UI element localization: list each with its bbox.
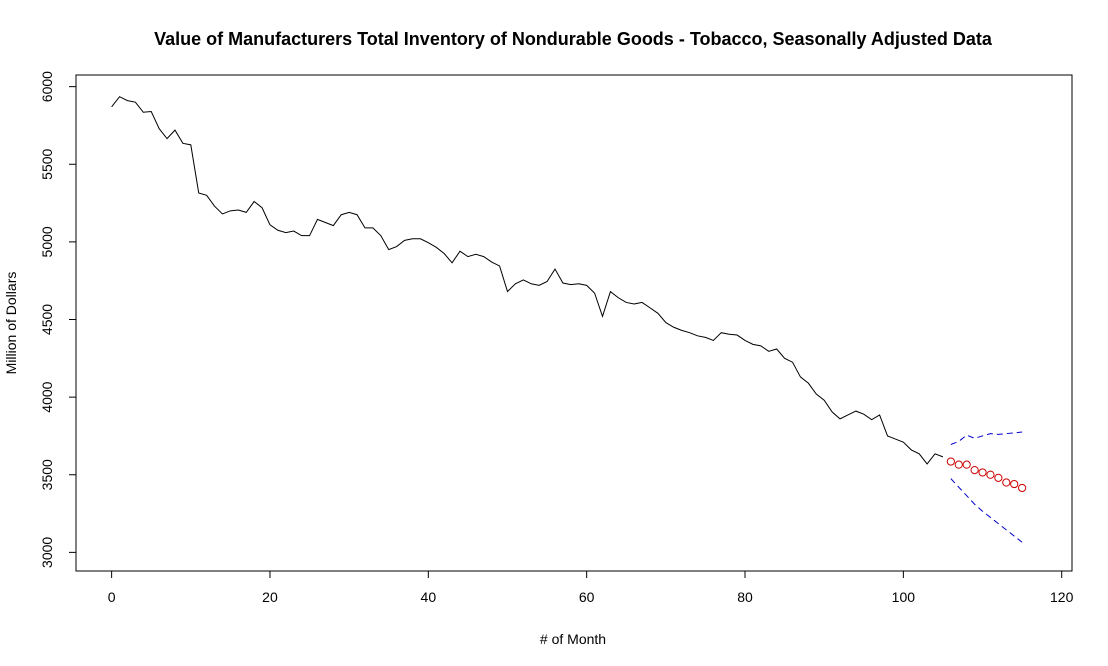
plot-area <box>111 96 1027 543</box>
forecast-point <box>1010 479 1019 489</box>
y-axis: 3000 3500 4000 4500 5000 5500 6000 <box>39 71 77 568</box>
y-tick-label: 5000 <box>39 226 55 257</box>
y-tick-label: 3500 <box>39 459 55 490</box>
forecast-point <box>1018 483 1027 493</box>
series-upper-bound-line <box>950 431 1023 445</box>
y-tick-label: 3000 <box>39 537 55 568</box>
forecast-point <box>994 473 1003 482</box>
x-tick-label: 40 <box>421 589 437 605</box>
series-lower-bound-line <box>950 478 1023 543</box>
y-tick-label: 4000 <box>39 381 55 412</box>
x-tick-label: 20 <box>262 589 278 605</box>
x-tick-label: 80 <box>737 589 753 605</box>
x-tick-label: 120 <box>1050 589 1074 605</box>
series-forecast <box>946 457 1027 493</box>
x-tick-label: 60 <box>579 589 595 605</box>
x-tick-label: 100 <box>892 589 916 605</box>
chart-title: Value of Manufacturers Total Inventory o… <box>154 29 993 49</box>
y-tick-label: 5500 <box>39 148 55 179</box>
x-axis: 0 20 40 60 80 100 120 <box>108 570 1074 605</box>
y-tick-label: 4500 <box>39 304 55 335</box>
plot-frame <box>75 74 1073 572</box>
x-axis-label: # of Month <box>540 631 606 647</box>
forecast-point <box>962 460 971 469</box>
series-observed-line <box>111 96 944 465</box>
forecast-point <box>946 457 955 466</box>
forecast-point <box>970 465 979 475</box>
forecast-point <box>1002 478 1011 487</box>
forecast-point <box>986 470 995 479</box>
x-tick-label: 0 <box>108 589 116 605</box>
forecast-point <box>978 468 987 477</box>
y-axis-label: Million of Dollars <box>3 272 19 375</box>
forecast-point <box>954 460 963 469</box>
y-tick-label: 6000 <box>39 71 55 102</box>
